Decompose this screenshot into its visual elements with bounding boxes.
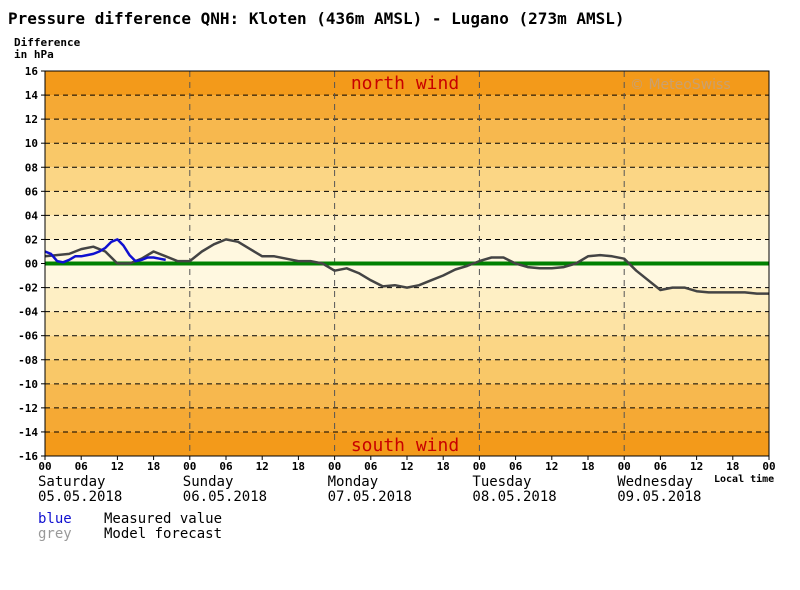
x-tick-label: 00 xyxy=(618,460,631,473)
background-band xyxy=(45,407,769,432)
x-axis-ticks: 00 06 12 18 00 06 12 18 00 06 12 18 00 06 12 18 00 06 12 18… xyxy=(38,456,776,473)
y-tick-label: 14 xyxy=(25,89,39,102)
x-tick-label: 12 xyxy=(400,460,413,473)
x-tick-label: 06 xyxy=(654,460,668,473)
x-tick-label: 12 xyxy=(545,460,558,473)
background-band xyxy=(45,359,769,384)
y-tick-label: 08 xyxy=(25,161,38,174)
x-tick-label: 06 xyxy=(219,460,233,473)
legend-measured-color-word: blue xyxy=(38,511,72,527)
y-tick-label: -14 xyxy=(18,426,38,439)
y-tick-label: -06 xyxy=(18,330,38,343)
chart-title: Pressure difference QNH: Kloten (436m AM… xyxy=(8,9,625,28)
background-band xyxy=(45,431,769,456)
y-tick-label: 06 xyxy=(25,185,39,198)
x-axis-note: Local time xyxy=(714,473,774,485)
south-wind-label: south wind xyxy=(351,435,459,456)
x-tick-label: 18 xyxy=(437,460,450,473)
background-band xyxy=(45,287,769,312)
background-bands xyxy=(45,71,769,456)
day-date-label: 08.05.2018 xyxy=(472,489,556,505)
x-tick-label: 06 xyxy=(509,460,523,473)
north-wind-label: north wind xyxy=(351,73,459,94)
y-tick-label: -02 xyxy=(18,282,38,295)
y-axis-label-line2: in hPa xyxy=(14,48,54,61)
x-tick-label: 12 xyxy=(256,460,269,473)
legend-model-label: Model forecast xyxy=(104,526,222,542)
y-tick-label: -16 xyxy=(18,450,38,463)
day-date-label: 07.05.2018 xyxy=(328,489,412,505)
legend-model-color-word: grey xyxy=(38,526,72,542)
background-band xyxy=(45,119,769,144)
x-tick-label: 06 xyxy=(75,460,89,473)
x-tick-label: 00 xyxy=(183,460,196,473)
series-layer xyxy=(44,238,769,295)
background-band xyxy=(45,191,769,216)
x-tick-label: 18 xyxy=(292,460,305,473)
background-band xyxy=(45,383,769,408)
model-forecast-line xyxy=(44,238,769,295)
y-tick-label: 02 xyxy=(25,233,38,246)
y-tick-label: -10 xyxy=(18,378,38,391)
y-tick-label: 04 xyxy=(25,209,39,222)
y-axis-label-line1: Difference xyxy=(14,36,81,49)
x-tick-label: 06 xyxy=(364,460,378,473)
background-band xyxy=(45,143,769,168)
day-date-label: 09.05.2018 xyxy=(617,489,701,505)
day-name-label: Wednesday xyxy=(617,474,693,490)
day-name-label: Tuesday xyxy=(472,474,531,490)
background-band xyxy=(45,263,769,288)
x-tick-label: 18 xyxy=(147,460,160,473)
y-tick-label: -04 xyxy=(18,306,38,319)
x-tick-label: 12 xyxy=(111,460,124,473)
y-tick-label: 00 xyxy=(25,258,38,271)
legend-measured-label: Measured value xyxy=(104,511,222,527)
x-tick-label: 12 xyxy=(690,460,703,473)
x-tick-label: 18 xyxy=(581,460,594,473)
day-name-label: Sunday xyxy=(183,474,234,490)
measured-value-line xyxy=(44,238,166,264)
day-name-label: Saturday xyxy=(38,474,105,490)
background-band xyxy=(45,311,769,336)
y-tick-label: 12 xyxy=(25,113,38,126)
x-tick-label: 00 xyxy=(328,460,341,473)
day-date-label: 05.05.2018 xyxy=(38,489,122,505)
y-axis-ticks: 16 14 12 10 08 06 04 02 00 -02 -04 -06 -08 -10 -12 -14 -… xyxy=(18,65,45,463)
background-band xyxy=(45,71,769,96)
x-tick-label: 00 xyxy=(38,460,51,473)
y-tick-label: 10 xyxy=(25,137,38,150)
day-date-label: 06.05.2018 xyxy=(183,489,267,505)
copyright-label: © MeteoSwiss xyxy=(630,77,731,93)
y-tick-label: 16 xyxy=(25,65,39,78)
background-band xyxy=(45,335,769,360)
x-tick-label: 00 xyxy=(473,460,486,473)
y-tick-label: -08 xyxy=(18,354,38,367)
horizontal-gridlines xyxy=(45,94,769,433)
background-band xyxy=(45,95,769,120)
y-tick-label: -12 xyxy=(18,402,38,415)
day-name-label: Monday xyxy=(328,474,379,490)
background-band xyxy=(45,167,769,192)
x-tick-label: 18 xyxy=(726,460,739,473)
x-tick-label: 00 xyxy=(762,460,775,473)
background-band xyxy=(45,215,769,240)
